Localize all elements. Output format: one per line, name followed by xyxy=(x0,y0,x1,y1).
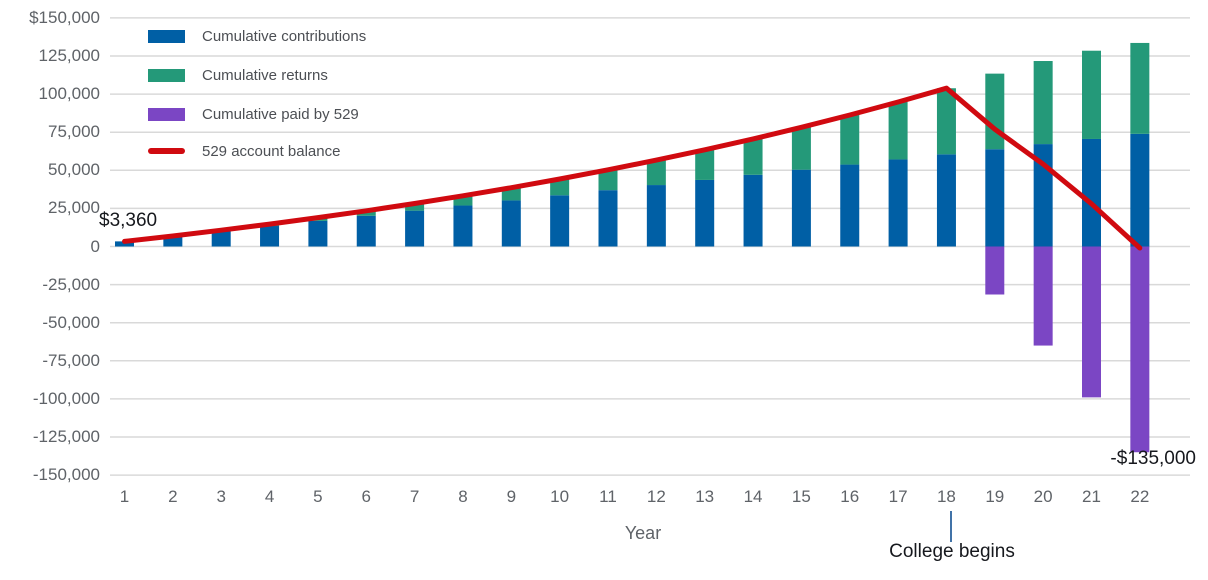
x-axis-tick-label: 5 xyxy=(313,487,323,506)
x-axis-tick-label: 21 xyxy=(1082,487,1101,506)
bar-cumulative-returns xyxy=(936,88,956,155)
legend-label: Cumulative paid by 529 xyxy=(202,105,359,123)
y-axis-tick-label: 50,000 xyxy=(48,160,100,180)
y-axis-tick-label: -100,000 xyxy=(32,388,100,408)
bar-cumulative-paid-by-529 xyxy=(1033,246,1053,346)
annotation-start-balance: $3,360 xyxy=(99,210,158,231)
annotation-college-begins: College begins xyxy=(889,541,1015,562)
bar-cumulative-contributions xyxy=(598,190,618,247)
x-axis-tick-label: 7 xyxy=(409,487,420,506)
x-axis-tick-label: 15 xyxy=(791,487,811,506)
bar-cumulative-returns xyxy=(598,169,618,191)
bar-cumulative-contributions xyxy=(888,159,908,247)
bar-cumulative-returns xyxy=(791,127,811,170)
x-axis-title: Year xyxy=(624,523,662,543)
legend-label: 529 account balance xyxy=(202,142,341,160)
bar-cumulative-contributions xyxy=(115,241,134,247)
bar-cumulative-contributions xyxy=(405,210,425,247)
x-axis-tick-label: 13 xyxy=(695,487,715,506)
legend-swatch-contributions-icon xyxy=(148,29,185,43)
y-axis-tick-label: -150,000 xyxy=(32,465,100,485)
bar-cumulative-contributions xyxy=(211,231,231,247)
x-axis-tick-label: 6 xyxy=(361,487,371,506)
x-axis-tick-label: 10 xyxy=(550,487,570,506)
bar-cumulative-paid-by-529 xyxy=(985,246,1005,295)
bar-cumulative-returns xyxy=(888,102,908,160)
bar-cumulative-contributions xyxy=(791,169,811,247)
bar-cumulative-returns xyxy=(405,203,425,211)
x-axis-tick-label: 18 xyxy=(936,487,956,506)
x-axis-tick-label: 2 xyxy=(168,487,178,506)
x-axis-tick-label: 20 xyxy=(1033,487,1053,506)
bar-cumulative-contributions xyxy=(936,154,956,247)
y-axis-tick-label: 75,000 xyxy=(48,122,100,142)
x-axis-tick-label: 22 xyxy=(1130,487,1150,506)
x-axis-tick-label: 8 xyxy=(458,487,468,506)
y-axis: $150,000 125,000 100,000 75,000 50,000 25,000… xyxy=(0,0,100,580)
y-axis-tick-label: $150,000 xyxy=(29,7,100,27)
bar-cumulative-contributions xyxy=(260,226,280,247)
x-axis-tick-label: 9 xyxy=(506,487,517,506)
bar-cumulative-contributions xyxy=(1130,133,1150,247)
legend-swatch-paid-icon xyxy=(148,107,185,121)
x-axis-tick-label: 16 xyxy=(840,487,860,506)
y-axis-tick-label: -75,000 xyxy=(42,350,100,370)
legend-label: Cumulative contributions xyxy=(202,27,367,45)
y-axis-tick-label: 125,000 xyxy=(38,46,100,65)
bar-cumulative-returns xyxy=(550,179,570,196)
line-529-account-balance xyxy=(122,85,1143,251)
legend-item-cumulative-returns: Cumulative returns xyxy=(148,66,328,84)
y-axis-tick-label: -50,000 xyxy=(42,312,100,332)
bar-cumulative-returns xyxy=(453,195,473,206)
college-begins-connector-line xyxy=(950,511,952,542)
y-axis-tick-label: -25,000 xyxy=(42,274,100,294)
x-axis-tick-label: 19 xyxy=(985,487,1005,506)
x-axis-tick-label: 3 xyxy=(216,487,226,506)
bar-cumulative-returns xyxy=(1033,61,1053,145)
x-axis-tick-label: 11 xyxy=(599,487,617,506)
y-axis-tick-label: 25,000 xyxy=(48,198,100,218)
legend-swatch-returns-icon xyxy=(148,68,185,82)
bar-cumulative-contributions xyxy=(453,205,473,247)
bar-cumulative-contributions xyxy=(695,179,715,247)
bar-cumulative-paid-by-529 xyxy=(1082,246,1101,398)
bar-cumulative-returns xyxy=(743,138,763,175)
x-axis-tick-label: 17 xyxy=(888,487,908,506)
bar-cumulative-contributions xyxy=(985,149,1005,247)
bar-cumulative-contributions xyxy=(163,236,183,247)
annotation-total-paid: -$135,000 xyxy=(1110,448,1196,469)
legend-item-cumulative-contributions: Cumulative contributions xyxy=(148,27,366,45)
bar-cumulative-returns xyxy=(840,115,860,165)
bar-cumulative-returns xyxy=(646,160,666,186)
bar-cumulative-contributions xyxy=(1082,138,1101,247)
bar-cumulative-returns xyxy=(1130,42,1150,134)
bar-cumulative-contributions xyxy=(840,164,860,247)
legend-item-529-account-balance: 529 account balance xyxy=(148,142,340,160)
legend-item-cumulative-paid-by-529: Cumulative paid by 529 xyxy=(148,105,359,123)
x-axis-tick-label: 1 xyxy=(119,487,130,506)
x-axis-tick-label: 12 xyxy=(646,487,666,506)
bar-cumulative-returns xyxy=(1082,50,1101,139)
bar-cumulative-contributions xyxy=(743,174,763,247)
bar-cumulative-contributions xyxy=(501,200,521,247)
bar-cumulative-contributions xyxy=(646,185,666,247)
y-axis-tick-label: 0 xyxy=(90,236,100,256)
x-axis-tick-label: 4 xyxy=(264,487,275,506)
legend-swatch-balance-line-icon xyxy=(148,148,185,154)
bar-cumulative-paid-by-529 xyxy=(1130,246,1150,453)
bar-cumulative-returns xyxy=(695,149,715,180)
x-axis-tick-label: 14 xyxy=(743,487,763,506)
bar-cumulative-contributions xyxy=(308,220,328,247)
bar-cumulative-contributions xyxy=(550,195,570,247)
legend-label: Cumulative returns xyxy=(202,66,328,84)
y-axis-tick-label: 100,000 xyxy=(38,84,100,104)
y-axis-tick-label: -125,000 xyxy=(32,427,100,446)
bar-cumulative-contributions xyxy=(356,215,376,247)
